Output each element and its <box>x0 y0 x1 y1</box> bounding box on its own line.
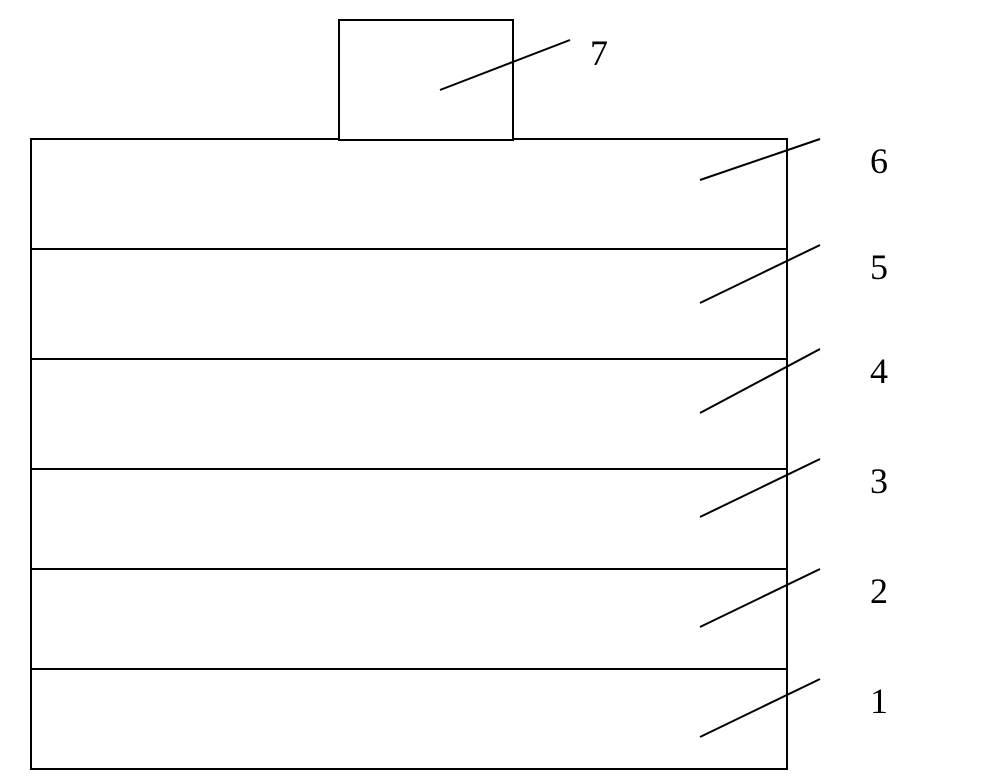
layer-4 <box>30 358 788 470</box>
layer-6 <box>30 138 788 250</box>
layer-diagram: 1 2 3 4 5 6 7 <box>0 0 1000 781</box>
label-5: 5 <box>870 246 888 288</box>
label-1: 1 <box>870 680 888 722</box>
layer-5 <box>30 248 788 360</box>
label-7: 7 <box>590 32 608 74</box>
layer-1 <box>30 668 788 770</box>
label-4: 4 <box>870 350 888 392</box>
label-6: 6 <box>870 140 888 182</box>
layer-3 <box>30 468 788 570</box>
label-3: 3 <box>870 460 888 502</box>
label-2: 2 <box>870 570 888 612</box>
layer-2 <box>30 568 788 670</box>
block-7 <box>338 19 514 141</box>
